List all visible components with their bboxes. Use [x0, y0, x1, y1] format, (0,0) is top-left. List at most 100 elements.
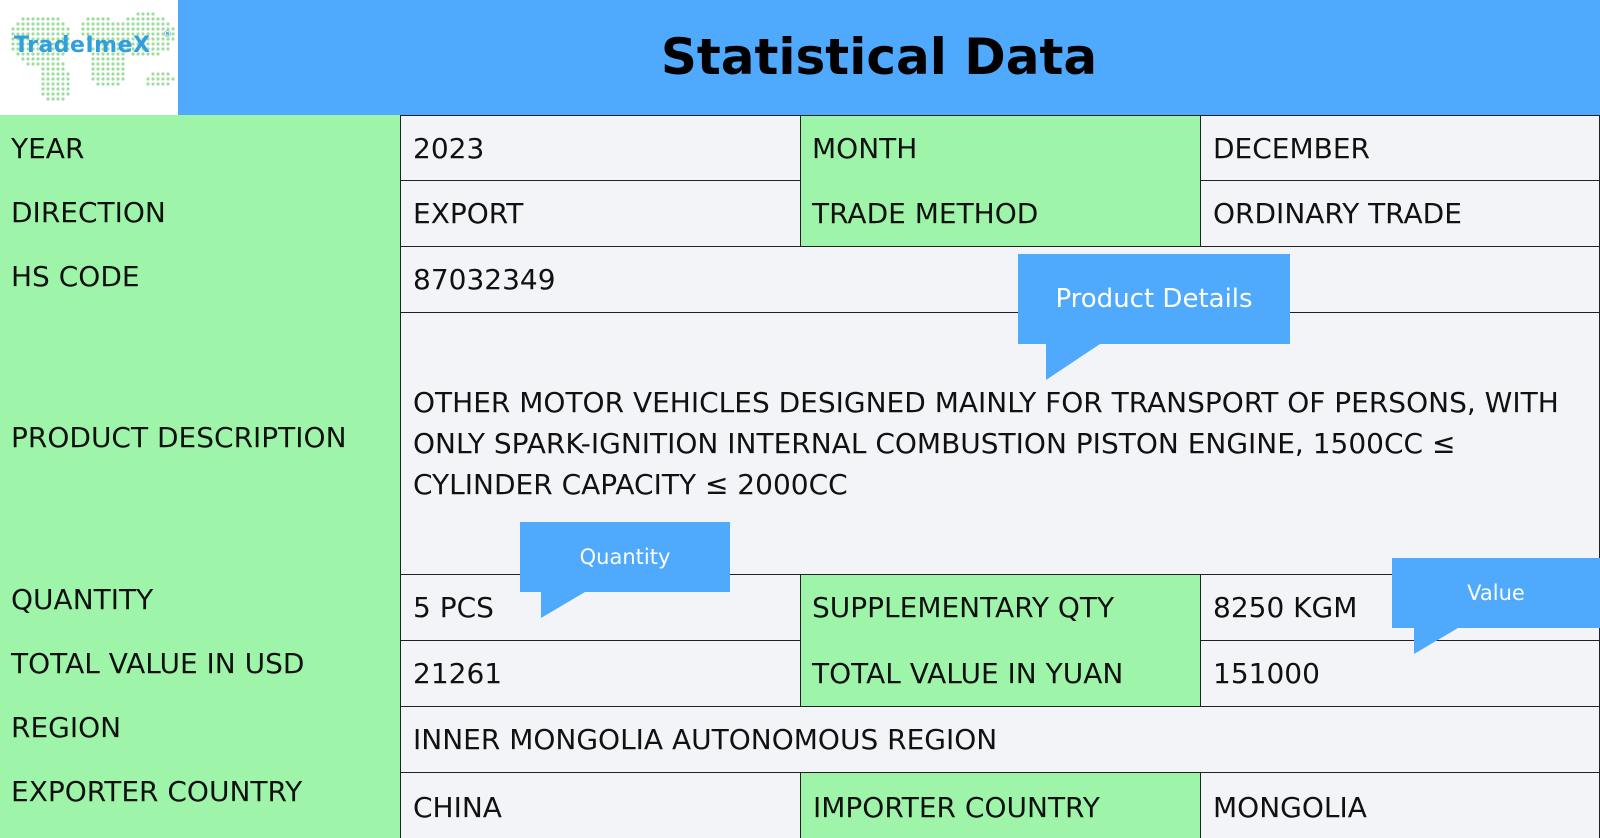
- logo-map-dot: [136, 32, 140, 36]
- logo-map-dot: [56, 47, 60, 51]
- logo-map-dot: [121, 72, 125, 76]
- logo-map-dot: [131, 22, 135, 26]
- logo-map-dot: [136, 12, 140, 16]
- logo-map-dot: [96, 82, 100, 86]
- logo-map-dot: [41, 67, 45, 71]
- logo-map-dot: [161, 82, 165, 86]
- logo-map-dot: [171, 37, 175, 41]
- logo-map-dot: [66, 82, 70, 86]
- logo-map-dot: [136, 22, 140, 26]
- logo-map-dot: [46, 22, 50, 26]
- logo-map-dot: [116, 62, 120, 66]
- logo-map-dot: [141, 37, 145, 41]
- logo-map-dot: [56, 52, 60, 56]
- logo-map-dot: [56, 92, 60, 96]
- logo-map-dot: [156, 27, 160, 31]
- logo-map-dot: [101, 62, 105, 66]
- product-details-callout-text: Product Details: [1055, 284, 1253, 314]
- logo-map-dot: [46, 17, 50, 21]
- logo-map-dot: [51, 77, 55, 81]
- logo-map-dot: [21, 27, 25, 31]
- logo-map-dot: [91, 77, 95, 81]
- logo-map-dot: [61, 92, 65, 96]
- logo-map-dot: [36, 37, 40, 41]
- logo-map-dot: [116, 42, 120, 46]
- logo-map-dot: [126, 32, 130, 36]
- logo-map-dot: [121, 27, 125, 31]
- region-value: INNER MONGOLIA AUTONOMOUS REGION: [413, 723, 998, 756]
- logo-map-dot: [21, 47, 25, 51]
- logo-map-dot: [161, 77, 165, 81]
- logo-map-dot: [171, 77, 175, 81]
- logo-map-dot: [56, 62, 60, 66]
- logo-map-dot: [56, 27, 60, 31]
- logo-map-dot: [91, 52, 95, 56]
- logo-map-dot: [161, 27, 165, 31]
- logo-map-dot: [111, 62, 115, 66]
- logo-map-dot: [101, 57, 105, 61]
- trade-method-value-cell: ORDINARY TRADE: [1200, 180, 1600, 247]
- logo-map-dot: [116, 52, 120, 56]
- logo-map-dot: [81, 32, 85, 36]
- logo-map-dot: [116, 67, 120, 71]
- direction-value-cell: EXPORT: [400, 180, 801, 247]
- logo-map-dot: [26, 47, 30, 51]
- logo-map-dot: [21, 57, 25, 61]
- logo-map-dot: [86, 27, 90, 31]
- logo-map-dot: [101, 47, 105, 51]
- logo-map-dot: [36, 17, 40, 21]
- logo-map-dot: [116, 47, 120, 51]
- logo-map-dot: [31, 37, 35, 41]
- logo-map-dot: [156, 17, 160, 21]
- logo-map-dot: [16, 37, 20, 41]
- logo-map-dot: [66, 32, 70, 36]
- logo-map-dot: [61, 77, 65, 81]
- total-value-yuan-value: 151000: [1213, 657, 1320, 690]
- logo-map-dot: [26, 52, 30, 56]
- logo-map-dot: [101, 42, 105, 46]
- logo-map-dot: [91, 17, 95, 21]
- logo-map-dot: [141, 27, 145, 31]
- logo-map-dot: [151, 17, 155, 21]
- logo-map-dot: [116, 77, 120, 81]
- logo-map-dot: [26, 17, 30, 21]
- logo-map-dot: [151, 37, 155, 41]
- label-total-value-usd: TOTAL VALUE IN USD: [11, 647, 305, 680]
- logo-map-dot: [141, 42, 145, 46]
- logo-text: TradeImeX: [14, 33, 151, 58]
- product-description-value: OTHER MOTOR VEHICLES DESIGNED MAINLY FOR…: [413, 386, 1559, 501]
- logo-map-dot: [26, 42, 30, 46]
- logo-map-dot: [21, 37, 25, 41]
- value-callout-text: Value: [1467, 581, 1525, 605]
- month-label: MONTH: [812, 131, 918, 165]
- product-details-callout-tail: [1046, 344, 1100, 380]
- logo-map-dot: [16, 27, 20, 31]
- logo-map-dot: [66, 42, 70, 46]
- quantity-callout-tail: [541, 592, 585, 618]
- month-value: DECEMBER: [1213, 131, 1371, 165]
- logo-map-dot: [101, 32, 105, 36]
- logo-map-dot: [156, 72, 160, 76]
- logo-map-dot: [41, 72, 45, 76]
- logo-map-dot: [11, 47, 15, 51]
- logo-map-dot: [46, 52, 50, 56]
- logo-map-dot: [56, 82, 60, 86]
- logo-map-dot: [61, 42, 65, 46]
- logo-map-dot: [66, 92, 70, 96]
- logo-map-dot: [111, 52, 115, 56]
- logo-map-dot: [51, 87, 55, 91]
- logo-map-dot: [166, 37, 170, 41]
- logo-map-dot: [31, 62, 35, 66]
- label-hs-code: HS CODE: [11, 260, 140, 293]
- logo-map-dot: [116, 27, 120, 31]
- logo-map-dot: [91, 37, 95, 41]
- logo-map-dot: [56, 97, 60, 101]
- logo-map-dot: [41, 42, 45, 46]
- logo-map-dot: [111, 72, 115, 76]
- logo-map-dot: [111, 57, 115, 61]
- logo-map-dot: [111, 37, 115, 41]
- logo-map-dot: [111, 42, 115, 46]
- logo-map-dot: [51, 17, 55, 21]
- logo-map-dot: [136, 47, 140, 51]
